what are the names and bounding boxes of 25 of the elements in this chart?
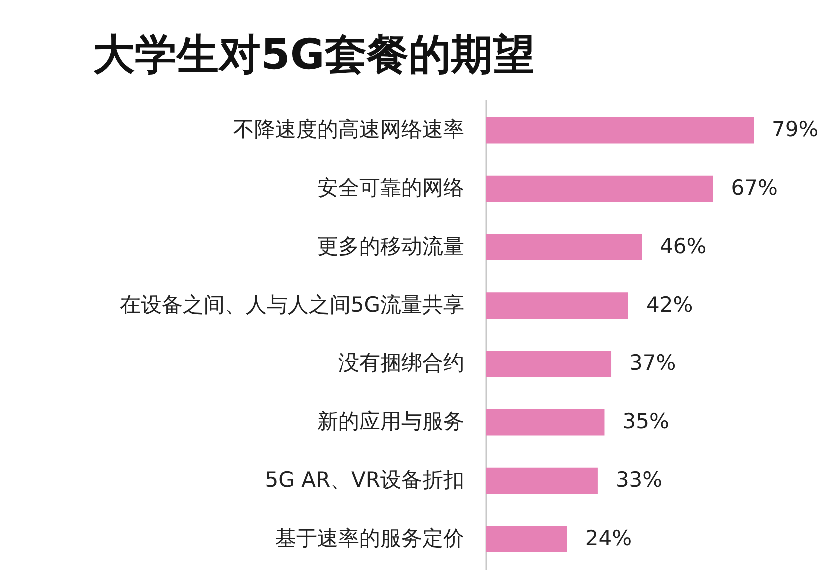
data-label: 67% [731,176,778,200]
bar [486,409,605,436]
bar [486,118,754,144]
data-label: 42% [646,292,694,317]
y-tick-label: 在设备之间、人与人之间5G流量共享 [120,292,464,317]
data-label: 46% [660,234,707,258]
data-label: 79% [772,118,819,142]
bar [486,234,642,261]
data-label: 37% [630,351,676,376]
data-label: 35% [622,410,670,434]
bar [486,351,612,378]
bar [486,468,598,494]
bar [486,526,568,552]
y-tick-label: 安全可靠的网络 [318,176,464,200]
bar [486,292,628,319]
chart-title: 大学生对5G套餐的期望 [93,30,535,79]
y-tick-label: 5G AR、VR设备折扣 [265,468,464,492]
y-tick-label: 不降速度的高速网络速率 [234,118,464,142]
y-tick-label: 更多的移动流量 [318,234,464,258]
y-tick-label: 没有捆绑合约 [338,351,464,376]
y-tick-label: 新的应用与服务 [318,410,464,434]
data-label: 24% [585,526,632,550]
y-tick-label: 基于速率的服务定价 [276,526,464,550]
data-label: 33% [616,468,663,492]
bar [486,176,714,202]
